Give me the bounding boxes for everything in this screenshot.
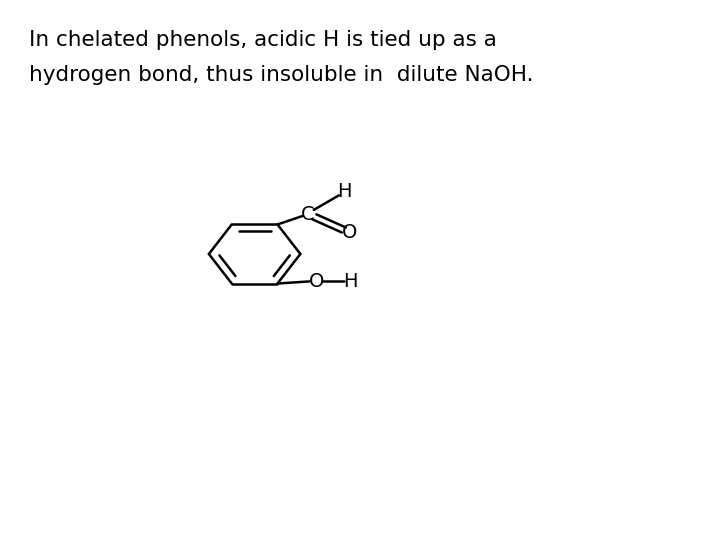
Text: C: C bbox=[302, 205, 315, 224]
Text: O: O bbox=[342, 223, 358, 242]
Text: O: O bbox=[309, 272, 324, 291]
Text: In chelated phenols, acidic H is tied up as a: In chelated phenols, acidic H is tied up… bbox=[29, 30, 497, 50]
Text: hydrogen bond, thus insoluble in  dilute NaOH.: hydrogen bond, thus insoluble in dilute … bbox=[29, 65, 534, 85]
Text: H: H bbox=[337, 181, 351, 201]
Text: H: H bbox=[343, 272, 357, 291]
